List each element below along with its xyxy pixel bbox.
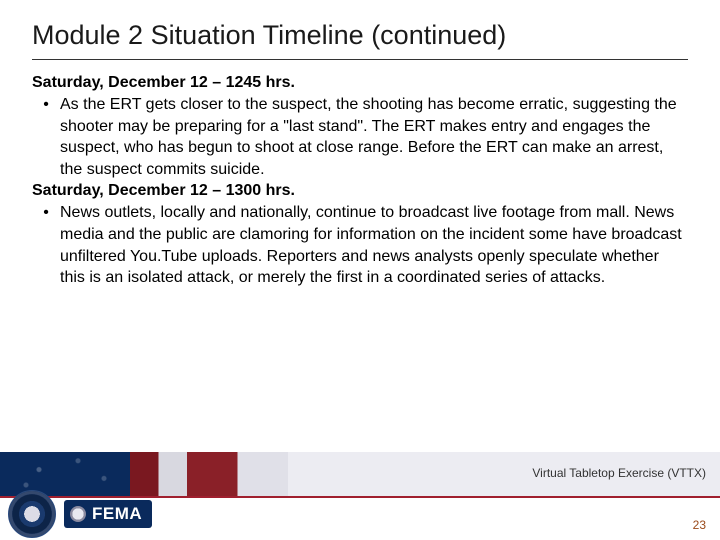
slide-title: Module 2 Situation Timeline (continued) — [32, 20, 688, 60]
bullet-row: • As the ERT gets closer to the suspect,… — [32, 94, 688, 180]
bullet-marker: • — [32, 202, 60, 224]
fema-logo: FEMA — [64, 500, 152, 528]
bullet-marker: • — [32, 94, 60, 116]
bullet-row: • News outlets, locally and nationally, … — [32, 202, 688, 288]
slide: Module 2 Situation Timeline (continued) … — [0, 0, 720, 540]
timestamp-2: Saturday, December 12 – 1300 hrs. — [32, 182, 688, 200]
content-area: Module 2 Situation Timeline (continued) … — [0, 0, 720, 289]
timestamp-1: Saturday, December 12 – 1245 hrs. — [32, 74, 688, 92]
dhs-seal-icon — [8, 490, 56, 538]
exercise-label: Virtual Tabletop Exercise (VTTX) — [532, 466, 706, 480]
page-number: 23 — [693, 518, 706, 532]
bullet-text-2: News outlets, locally and nationally, co… — [60, 202, 688, 288]
logo-group: FEMA — [8, 490, 152, 538]
bullet-text-1: As the ERT gets closer to the suspect, t… — [60, 94, 688, 180]
footer: Virtual Tabletop Exercise (VTTX) 23 FEMA — [0, 452, 720, 540]
